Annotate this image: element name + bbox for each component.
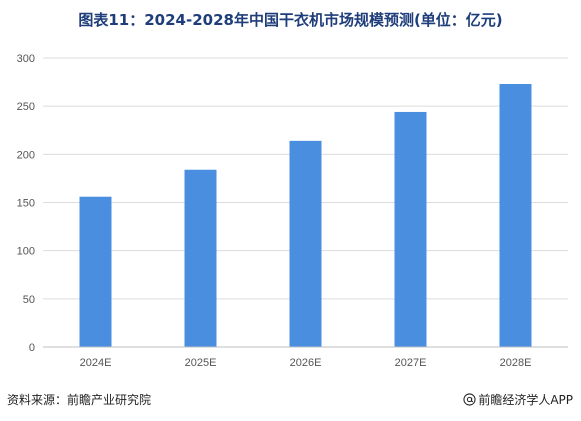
at-sign-icon [463, 393, 476, 406]
x-tick-label: 2026E [290, 357, 322, 369]
chart-title: 图表11：2024-2028年中国干衣机市场规模预测(单位：亿元) [78, 11, 503, 29]
brand-label: 前瞻经济学人APP [478, 393, 573, 407]
source-note: 资料来源：前瞻产业研究院 [7, 393, 152, 407]
y-tick-label: 100 [17, 246, 35, 258]
bar-2024E [79, 196, 112, 347]
x-tick-label: 2025E [185, 357, 217, 369]
y-tick-label: 250 [17, 101, 35, 113]
bar-2026E [289, 140, 322, 347]
y-tick-label: 150 [17, 198, 35, 210]
y-tick-label: 300 [17, 53, 35, 65]
y-tick-label: 200 [17, 149, 35, 161]
y-axis-ticks: 0 50 100 150 200 250 300 [17, 53, 35, 354]
y-tick-label: 50 [23, 294, 35, 306]
x-axis-ticks: 2024E 2025E 2026E 2027E 2028E [80, 357, 532, 369]
y-tick-label: 0 [29, 342, 35, 354]
bars [79, 84, 532, 348]
x-tick-label: 2028E [500, 357, 532, 369]
bar-2027E [394, 111, 427, 348]
x-tick-label: 2024E [80, 357, 112, 369]
x-tick-label: 2027E [395, 357, 427, 369]
bar-2025E [184, 169, 217, 347]
bar-2028E [499, 84, 532, 347]
brand-credit: 前瞻经济学人APP [463, 391, 573, 408]
